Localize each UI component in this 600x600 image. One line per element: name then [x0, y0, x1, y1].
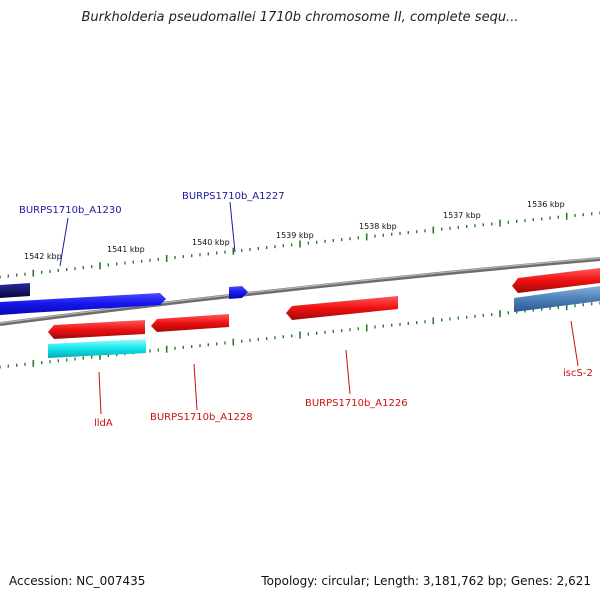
leader-iscS-2: [570, 320, 579, 367]
label-lldA[interactable]: lldA: [94, 418, 113, 429]
gene-reverse-cyan[interactable]: [48, 339, 146, 358]
label-iscS-2[interactable]: iscS-2: [563, 368, 593, 379]
position-label-1538: 1538 kbp: [359, 222, 397, 231]
outer-tick-ring: [0, 211, 600, 279]
gene-reverse-lldA[interactable]: [48, 320, 145, 339]
gene-reverse-A1228[interactable]: [151, 314, 229, 332]
position-scale: 1542 kbp 1541 kbp 1540 kbp 1539 kbp 1538…: [24, 200, 565, 261]
position-label-1539: 1539 kbp: [276, 231, 314, 240]
gene-reverse-steel[interactable]: [514, 286, 600, 312]
genome-summary-text: Topology: circular; Length: 3,181,762 bp…: [261, 574, 591, 588]
label-BURPS1710b_A1230[interactable]: BURPS1710b_A1230: [19, 205, 122, 216]
gene-forward-navy[interactable]: [0, 283, 30, 298]
position-label-1541: 1541 kbp: [107, 245, 145, 254]
label-BURPS1710b_A1228[interactable]: BURPS1710b_A1228: [150, 412, 253, 423]
forward-strand-genes: [0, 283, 248, 315]
position-label-1542: 1542 kbp: [24, 252, 62, 261]
leader-A1226: [345, 349, 351, 395]
chromosome-backbone: [0, 257, 600, 326]
reverse-strand-genes: [48, 268, 600, 358]
position-label-1540: 1540 kbp: [192, 238, 230, 247]
gene-labels: BURPS1710b_A1230 BURPS1710b_A1227 lldA B…: [19, 191, 593, 429]
label-BURPS1710b_A1226[interactable]: BURPS1710b_A1226: [305, 398, 408, 409]
position-label-1537: 1537 kbp: [443, 211, 481, 220]
label-BURPS1710b_A1227[interactable]: BURPS1710b_A1227: [182, 191, 285, 202]
leader-lldA: [98, 371, 102, 415]
leader-A1227: [229, 201, 236, 253]
gene-forward-blue-small[interactable]: [229, 286, 248, 299]
map-title: Burkholderia pseudomallei 1710b chromoso…: [81, 10, 519, 25]
leader-A1228: [193, 363, 198, 411]
leader-A1230: [59, 217, 69, 267]
label-leaders: [59, 201, 579, 415]
position-label-1536: 1536 kbp: [527, 200, 565, 209]
accession-text: Accession: NC_007435: [9, 574, 146, 588]
gene-forward-blue-long[interactable]: [0, 293, 166, 315]
gene-reverse-A1226[interactable]: [286, 296, 398, 320]
chromosome-backbone-highlight: [0, 257, 600, 324]
gene-reverse-iscS-2[interactable]: [512, 268, 600, 293]
